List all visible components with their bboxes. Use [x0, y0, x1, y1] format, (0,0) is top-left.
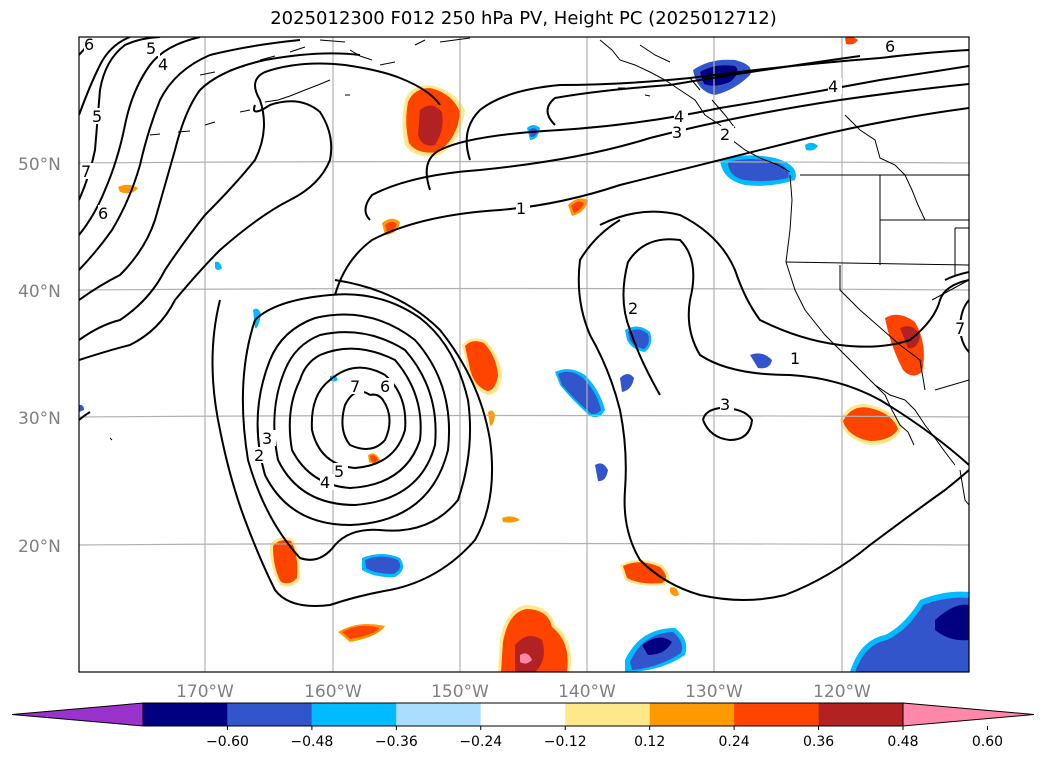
contour-label: 1 [790, 349, 800, 368]
colorbar-box [565, 703, 650, 726]
colorbar-box [734, 703, 819, 726]
contour-label: 3 [720, 395, 730, 414]
colorbar-box [143, 703, 228, 726]
colorbar-tick-label: 0.48 [887, 734, 918, 750]
contour-label: 6 [98, 204, 108, 223]
colorbar-tick-label: −0.24 [459, 734, 502, 750]
contour-label: 1 [516, 199, 526, 218]
map-frame [78, 36, 970, 673]
lon-label: 170°W [176, 682, 234, 702]
lat-label: 20°N [18, 537, 61, 557]
lon-label: 120°W [813, 682, 871, 702]
lat-label: 50°N [18, 155, 61, 175]
contour-label: 5 [334, 462, 344, 481]
colorbar-box [227, 703, 312, 726]
gridlines [79, 37, 969, 672]
lon-label: 160°W [304, 682, 362, 702]
height-contours [79, 37, 969, 607]
colorbar-tick-label: 0.36 [803, 734, 834, 750]
colorbar-tick-label: 0.24 [719, 734, 750, 750]
contour-label: 6 [84, 35, 94, 54]
contour-label: 5 [92, 107, 102, 126]
colorbar-tick-label: −0.12 [544, 734, 587, 750]
colorbar-box [649, 703, 735, 726]
lat-label: 40°N [18, 282, 61, 302]
contour-label: 7 [350, 377, 360, 396]
contour-label: 4 [674, 107, 684, 126]
colorbar-box [311, 703, 397, 726]
contour-label: 6 [885, 37, 895, 56]
colorbar-tick-label: 0.12 [634, 734, 665, 750]
colorbar-box [396, 703, 481, 726]
lon-label: 140°W [558, 682, 616, 702]
lat-label: 30°N [18, 409, 61, 429]
lon-label: 130°W [685, 682, 743, 702]
pv-shading [79, 37, 969, 672]
colorbar: −0.60 −0.48 −0.36 −0.24 −0.12 0.12 0.24 0.36 0.4… [11, 702, 1035, 750]
colorbar-extend-high [902, 702, 1035, 727]
colorbar-box [818, 703, 903, 726]
contour-label: 7 [81, 162, 91, 181]
contour-label: 2 [628, 299, 638, 318]
colorbar-tick-label: −0.60 [206, 734, 249, 750]
colorbar-box [480, 703, 566, 726]
colorbar-tick-label: −0.48 [290, 734, 333, 750]
lon-label: 150°W [431, 682, 489, 702]
colorbar-tick-label: −0.36 [375, 734, 418, 750]
contour-labels: 6 5 4 5 6 7 4 3 1 2 7 6 5 4 [81, 35, 969, 492]
colorbar-tick-label: 0.60 [972, 734, 1003, 750]
contour-label: 4 [828, 77, 838, 96]
coastlines [109, 37, 969, 506]
contour-label: 3 [672, 123, 682, 142]
contour-label: 4 [158, 55, 168, 74]
contour-label: 3 [262, 429, 272, 448]
colorbar-outline [142, 702, 904, 727]
contour-label: 2 [720, 125, 730, 144]
map-area [79, 37, 969, 672]
contour-label: 2 [254, 446, 264, 465]
contour-label: 5 [146, 39, 156, 58]
contour-label: 4 [320, 473, 330, 492]
contour-label: 7 [955, 319, 965, 338]
colorbar-extend-low [11, 702, 144, 727]
lon-labels: 170°W 160°W 150°W 140°W 130°W 120°W [176, 682, 871, 702]
contour-label: 6 [380, 377, 390, 396]
lat-labels: 50°N 40°N 30°N 20°N [18, 155, 61, 557]
map-title: 2025012300 F012 250 hPa PV, Height PC (2… [270, 8, 777, 29]
